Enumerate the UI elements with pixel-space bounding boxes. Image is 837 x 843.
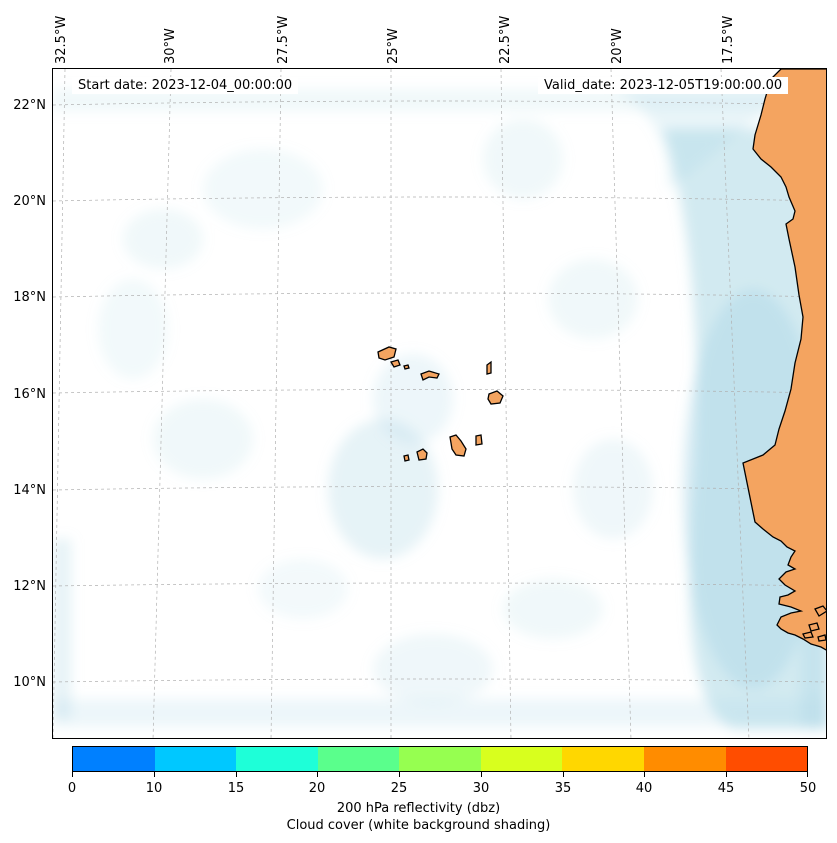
colorbar-tick-label: 40 [635,781,653,796]
colorbar-label: 200 hPa reflectivity (dbz) [336,801,501,816]
colorbar-segment [317,747,400,771]
colorbar-tick-label: 50 [799,781,817,796]
colorbar-tick-label: 35 [554,781,572,796]
cloud-cover-shading [53,89,826,729]
island-sao-nicolau [420,370,440,381]
bissagos-island [814,605,826,617]
bissagos-island [817,634,826,642]
colorbar-segment [562,747,644,771]
colorbar-segment [399,747,481,771]
lon-label: 17.5°W [721,15,736,64]
lon-label: 22.5°W [498,15,513,64]
colorbar-tick [154,772,155,777]
graticule [53,69,826,738]
lat-label: 20°N [13,194,46,209]
colorbar-tick [563,772,564,777]
island-fogo [416,448,428,461]
colorbar-tick-label: 0 [67,781,77,796]
colorbar-tick [399,772,400,777]
bissagos-island [802,631,814,639]
colorbar-segment [236,747,318,771]
colorbar-segment [725,747,808,771]
bissagos-island [808,622,820,632]
colorbar-tick-label: 45 [717,781,735,796]
colorbar-segment [643,747,726,771]
colorbar-tick [236,772,237,777]
colorbar-tick-label: 10 [145,781,163,796]
island-santo-antao [377,346,397,361]
lat-label: 14°N [13,483,46,498]
island-santiago [449,434,467,457]
colorbar-tick [72,772,73,777]
colorbar-tick [644,772,645,777]
colorbar-tick-label: 25 [390,781,408,796]
lon-label: 20°W [610,28,625,64]
island-maio [475,434,483,446]
lat-label: 10°N [13,675,46,690]
start-date-label: Start date: 2023-12-04_00:00:00 [72,77,299,94]
colorbar-tick-label: 15 [227,781,245,796]
island-sal [486,360,492,375]
lon-label: 27.5°W [276,15,291,64]
island-brava [403,454,410,462]
island-boa-vista [487,390,504,405]
map-panel[interactable] [52,68,827,739]
colorbar-segment [73,747,155,771]
colorbar-tick [481,772,482,777]
africa-west-coast [742,69,826,651]
colorbar-sublabel: Cloud cover (white background shading) [286,818,551,833]
colorbar-tick-label: 20 [308,781,326,796]
lon-label: 32.5°W [54,15,69,64]
island-santa-luzia [403,364,410,370]
colorbar-tick [726,772,727,777]
island-sao-vicente [390,359,401,368]
lon-label: 25°W [386,28,401,64]
cape-verde-islands [377,346,504,462]
colorbar-segment [154,747,237,771]
lat-label: 12°N [13,579,46,594]
lat-label: 18°N [13,290,46,305]
map-canvas [53,69,826,738]
valid-date-label: Valid_date: 2023-12-05T19:00:00.00 [538,77,789,94]
lat-label: 22°N [13,98,46,113]
colorbar-tick [807,772,808,777]
colorbar-tick [317,772,318,777]
lon-label: 30°W [163,28,178,64]
lat-label: 16°N [13,387,46,402]
colorbar [72,746,808,772]
colorbar-tick-label: 30 [472,781,490,796]
land-masses [742,69,826,651]
colorbar-segment [480,747,563,771]
